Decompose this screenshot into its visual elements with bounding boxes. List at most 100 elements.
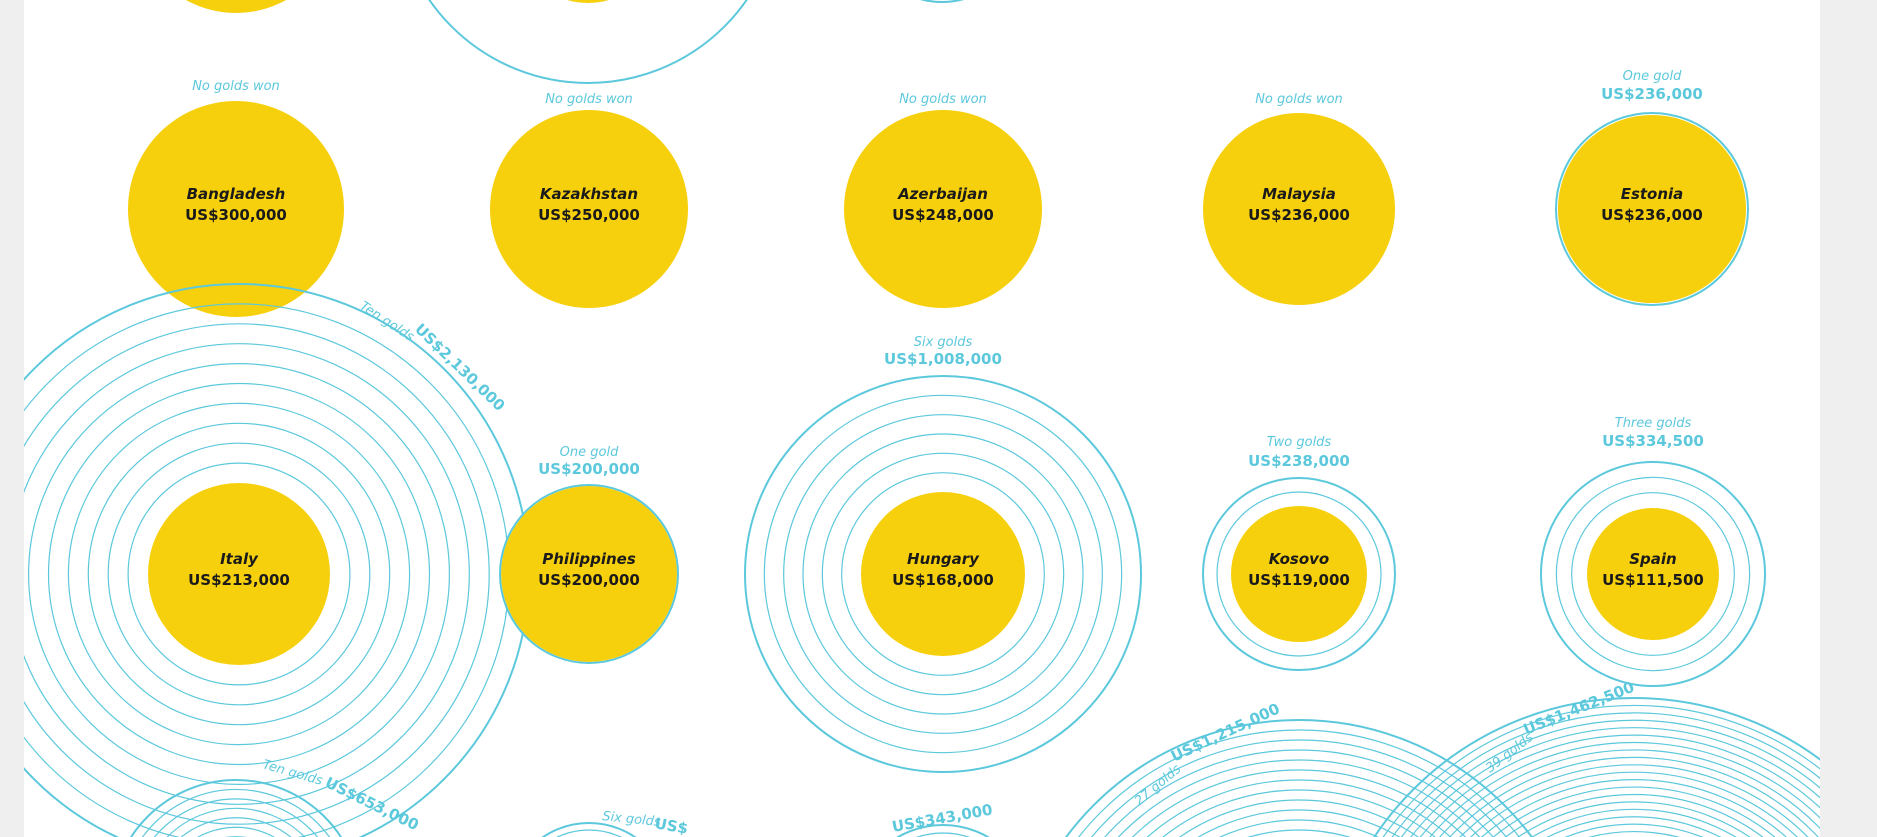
amount-label: US$213,000 xyxy=(188,571,290,589)
amount-label: US$111,500 xyxy=(1602,571,1704,589)
country-disc xyxy=(861,492,1025,656)
amount-label: US$236,000 xyxy=(1601,206,1703,224)
gold-ring xyxy=(1382,704,1820,837)
gold-ring xyxy=(783,414,1103,734)
amount-label: US$248,000 xyxy=(892,206,994,224)
country-label: Estonia xyxy=(1621,185,1684,203)
gold-ring xyxy=(1202,477,1396,671)
gold-ring xyxy=(1391,712,1820,837)
gold-ring xyxy=(1104,749,1494,837)
gold-ring xyxy=(28,363,450,785)
award-label: US$ xyxy=(653,814,689,837)
gold-ring xyxy=(1429,742,1820,837)
gold-ring xyxy=(129,779,343,837)
country-disc xyxy=(1558,115,1746,303)
gold-ring xyxy=(141,788,331,837)
country-label: Azerbaijan xyxy=(897,185,988,203)
gold-ring xyxy=(1247,829,1351,837)
country-label: Kosovo xyxy=(1269,550,1329,568)
country-label: Spain xyxy=(1629,550,1676,568)
golds-label: Six golds xyxy=(914,335,973,350)
gold-ring xyxy=(1459,764,1809,837)
gold-ring xyxy=(1131,769,1467,837)
gold-ring xyxy=(166,807,306,837)
gold-ring xyxy=(1492,786,1776,837)
golds-label: One gold xyxy=(1623,69,1682,84)
amount-label: US$119,000 xyxy=(1248,571,1350,589)
amount-label: US$200,000 xyxy=(538,571,640,589)
partial-gold-ring xyxy=(428,0,748,84)
country-label: Philippines xyxy=(542,550,636,568)
gold-ring xyxy=(1065,719,1533,837)
gold-ring xyxy=(1555,476,1751,672)
partial-gold-ring xyxy=(919,0,965,3)
gold-ring xyxy=(1449,756,1819,837)
bubble-kosovo: Kosovo US$119,000 Two golds US$238,000 xyxy=(1202,435,1396,671)
gold-ring xyxy=(1219,819,1379,837)
country-disc xyxy=(844,110,1042,308)
gold-ring xyxy=(1400,719,1820,837)
gold-ring xyxy=(180,817,292,837)
gold-ring xyxy=(47,382,431,766)
gold-ring xyxy=(1517,801,1751,837)
bubble-malaysia: Malaysia US$236,000 No golds won xyxy=(1203,92,1395,305)
gold-ring xyxy=(1216,491,1382,657)
gold-ring xyxy=(197,826,275,837)
golds-label: Ten golds xyxy=(357,299,417,345)
award-label: US$236,000 xyxy=(1601,85,1703,103)
gold-ring xyxy=(1531,808,1737,837)
gold-ring xyxy=(1571,492,1735,656)
country-label: Italy xyxy=(220,550,259,568)
amount-label: US$250,000 xyxy=(538,206,640,224)
chart-canvas: Bangladesh US$300,000 No golds won Kazakhst… xyxy=(24,0,1820,837)
gold-ring xyxy=(915,832,971,837)
amount-label: US$236,000 xyxy=(1248,206,1350,224)
gold-ring xyxy=(153,798,319,837)
gold-ring xyxy=(1410,727,1820,837)
gold-ring xyxy=(1146,779,1452,837)
award-label: US$1,462,500 xyxy=(1521,678,1637,739)
country-disc xyxy=(128,101,344,317)
bubble-bangladesh: Bangladesh US$300,000 No golds won xyxy=(128,79,344,317)
gold-ring xyxy=(24,323,490,825)
golds-label: Six golds xyxy=(602,809,662,830)
golds-label: No golds won xyxy=(192,79,280,94)
partial-disc xyxy=(185,0,287,13)
country-disc xyxy=(1203,113,1395,305)
country-label: Kazakhstan xyxy=(540,185,638,203)
gold-ring xyxy=(1481,779,1787,837)
award-label: US$1,008,000 xyxy=(884,350,1002,368)
gold-ring xyxy=(802,433,1084,715)
gold-ring xyxy=(1504,793,1764,837)
golds-label: One gold xyxy=(560,445,619,460)
gold-ring xyxy=(1546,816,1722,837)
golds-label: No golds won xyxy=(545,92,633,107)
award-label: US$200,000 xyxy=(538,460,640,478)
gold-ring xyxy=(1419,734,1820,837)
gold-ring xyxy=(1540,461,1766,687)
gold-ring xyxy=(87,422,391,726)
country-label: Hungary xyxy=(907,550,980,568)
award-label: US$334,500 xyxy=(1602,432,1704,450)
award-label: US$238,000 xyxy=(1248,452,1350,470)
country-disc xyxy=(1587,508,1719,640)
gold-ring xyxy=(1162,789,1436,837)
cropped-top-row xyxy=(185,0,965,84)
country-disc xyxy=(501,486,677,662)
golds-label: Three golds xyxy=(1615,416,1692,431)
country-disc xyxy=(148,483,330,665)
gold-ring xyxy=(541,822,637,837)
gold-ring xyxy=(763,394,1123,754)
country-label: Malaysia xyxy=(1262,185,1336,203)
award-label: US$2,130,000 xyxy=(411,320,508,415)
gold-ring xyxy=(1178,799,1420,837)
gold-ring xyxy=(107,442,371,706)
gold-ring xyxy=(499,484,679,664)
gold-ring xyxy=(896,824,990,837)
gold-ring xyxy=(1078,729,1520,837)
